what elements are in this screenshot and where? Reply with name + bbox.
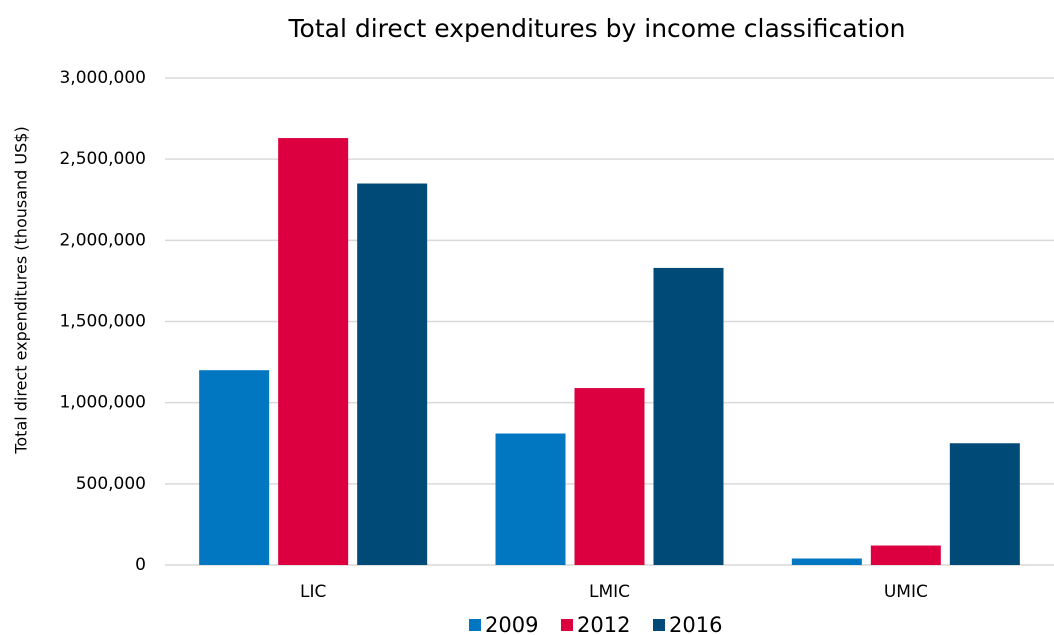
legend-label: 2009 (485, 613, 538, 635)
y-tick-label: 500,000 (76, 474, 146, 494)
x-tick-label: UMIC (884, 582, 928, 602)
y-tick-label: 1,000,000 (59, 393, 146, 413)
bar (357, 183, 428, 565)
bar (199, 370, 270, 565)
bar (949, 443, 1020, 565)
legend-label: 2016 (669, 613, 722, 635)
bar (278, 138, 349, 565)
y-tick-label: 3,000,000 (59, 68, 146, 88)
bar (870, 545, 941, 565)
y-tick-label: 2,500,000 (59, 149, 146, 169)
x-tick-label: LMIC (589, 582, 630, 602)
y-tick-label: 2,000,000 (59, 230, 146, 250)
x-tick-label: LIC (300, 582, 326, 602)
bar (791, 558, 862, 565)
y-tick-label: 1,500,000 (59, 312, 146, 332)
y-tick-label: 0 (135, 555, 146, 575)
bar (653, 267, 724, 565)
bar (495, 433, 566, 565)
legend-swatch (561, 619, 573, 631)
y-axis-title: Total direct expenditures (thousand US$) (12, 126, 31, 454)
legend-swatch (653, 619, 665, 631)
bar (574, 388, 645, 565)
legend-swatch (469, 619, 481, 631)
chart-title: Total direct expenditures by income clas… (288, 14, 906, 43)
legend-label: 2012 (577, 613, 630, 635)
